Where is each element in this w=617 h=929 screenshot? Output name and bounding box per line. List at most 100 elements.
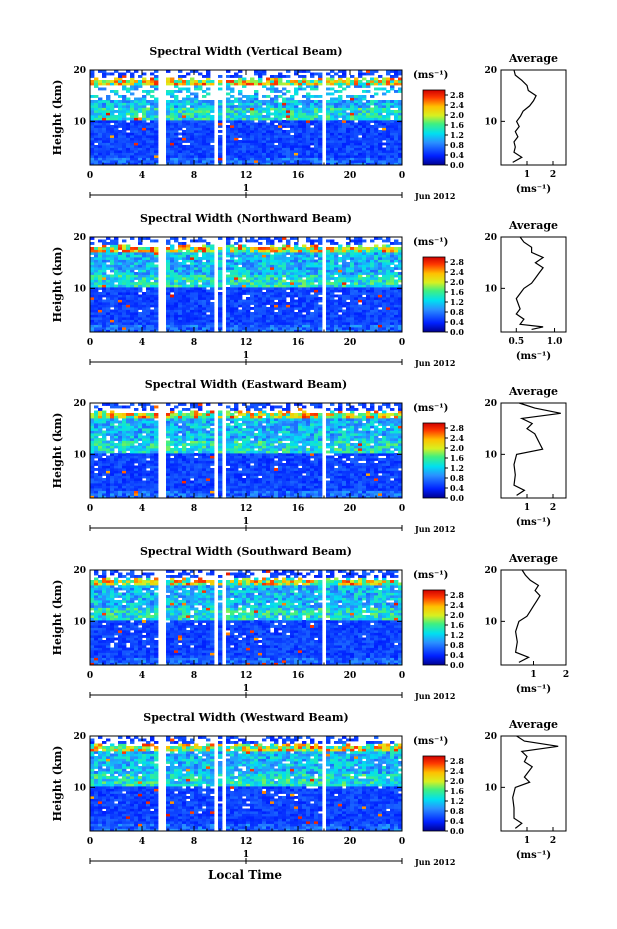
heatmap-cell xyxy=(298,127,303,131)
heatmap-cell xyxy=(390,242,395,245)
heatmap-cell xyxy=(194,140,199,143)
heatmap-cell xyxy=(150,95,155,98)
heatmap-cell xyxy=(306,137,311,141)
heatmap-cell xyxy=(346,100,351,103)
heatmap-cell xyxy=(334,257,339,260)
heatmap-cell xyxy=(330,287,335,290)
heatmap-cell xyxy=(358,322,363,325)
heatmap-cell xyxy=(218,140,223,143)
heatmap-cell xyxy=(238,102,243,106)
heatmap-cell xyxy=(122,152,127,156)
heatmap-cell xyxy=(394,252,399,255)
heatmap-cell xyxy=(366,105,371,108)
heatmap-cell xyxy=(338,70,343,73)
heatmap-cell xyxy=(270,105,275,108)
heatmap-cell xyxy=(154,135,159,138)
heatmap-cell xyxy=(210,132,215,136)
heatmap-cell xyxy=(166,292,171,295)
heatmap-cell xyxy=(234,284,239,288)
heatmap-cell xyxy=(254,319,259,323)
heatmap-cell xyxy=(378,264,383,268)
heatmap-cell xyxy=(354,160,359,163)
heatmap-cell xyxy=(138,142,143,146)
heatmap-cell xyxy=(178,254,183,258)
heatmap-cell xyxy=(170,294,175,298)
heatmap-cell xyxy=(310,80,315,83)
heatmap-cell xyxy=(390,252,395,255)
heatmap-cell xyxy=(386,324,391,328)
heatmap-cell xyxy=(282,120,287,123)
heatmap-cell xyxy=(358,294,363,298)
heatmap-cell xyxy=(398,267,403,270)
heatmap-cell xyxy=(366,130,371,133)
heatmap-cell xyxy=(122,274,127,278)
heatmap-cell xyxy=(282,125,287,128)
heatmap-cell xyxy=(374,284,379,288)
heatmap-cell xyxy=(110,264,115,268)
heatmap-cell xyxy=(238,92,243,96)
heatmap-cell xyxy=(330,137,335,141)
heatmap-cell xyxy=(106,309,111,313)
heatmap-cell xyxy=(338,137,343,141)
heatmap-cell xyxy=(174,289,179,293)
heatmap-cell xyxy=(338,329,343,333)
heatmap-cell xyxy=(182,157,187,161)
heatmap-cell xyxy=(370,249,375,253)
heatmap-cell xyxy=(274,155,279,158)
heatmap-cell xyxy=(194,117,199,121)
heatmap-cell xyxy=(298,122,303,126)
heatmap-cell xyxy=(178,247,183,250)
heatmap-cell xyxy=(318,120,323,123)
heatmap-cell xyxy=(266,80,271,83)
heatmap-cell xyxy=(202,302,207,305)
heatmap-cell xyxy=(182,254,187,258)
heatmap-cell xyxy=(102,249,107,253)
heatmap-cell xyxy=(350,309,355,313)
heatmap-cell xyxy=(114,284,119,288)
heatmap-cell xyxy=(178,279,183,283)
heatmap-cell xyxy=(314,329,319,333)
heatmap-cell xyxy=(294,254,299,258)
heatmap-cell xyxy=(126,157,131,161)
heatmap-cell xyxy=(226,127,231,131)
heatmap-cell xyxy=(170,322,175,325)
heatmap-cell xyxy=(258,120,263,123)
heatmap-cell xyxy=(282,100,287,103)
heatmap-cell xyxy=(178,242,183,245)
heatmap-cell xyxy=(398,157,403,161)
heatmap-cell xyxy=(274,307,279,310)
heatmap-cell xyxy=(202,264,207,268)
heatmap-cell xyxy=(378,142,383,146)
heatmap-cell xyxy=(198,314,203,318)
heatmap-cell xyxy=(246,140,251,143)
heatmap-cell xyxy=(106,115,111,118)
heatmap-cell xyxy=(226,297,231,300)
heatmap-cell xyxy=(282,75,287,78)
heatmap-cell xyxy=(230,249,235,253)
heatmap-cell xyxy=(266,262,271,265)
heatmap-cell xyxy=(182,282,187,285)
heatmap-cell xyxy=(102,267,107,270)
heatmap-cell xyxy=(138,100,143,103)
heatmap-cell xyxy=(302,112,307,116)
heatmap-cell xyxy=(290,249,295,253)
heatmap-cell xyxy=(310,249,315,253)
heatmap-cell xyxy=(130,92,135,96)
heatmap-cell xyxy=(330,309,335,313)
heatmap-cell xyxy=(290,97,295,101)
heatmap-cell xyxy=(154,249,159,253)
heatmap-cell xyxy=(278,162,283,166)
heatmap-cell xyxy=(170,302,175,305)
heatmap-cell xyxy=(346,107,351,111)
heatmap-cell xyxy=(130,272,135,275)
heatmap-cell xyxy=(174,162,179,166)
heatmap-cell xyxy=(130,125,135,128)
heatmap-cell xyxy=(314,294,319,298)
heatmap-cell xyxy=(286,259,291,263)
heatmap-cell xyxy=(330,115,335,118)
heatmap-cell xyxy=(114,137,119,141)
heatmap-cell xyxy=(334,327,339,330)
heatmap-cell xyxy=(394,314,399,318)
heatmap-cell xyxy=(106,252,111,255)
